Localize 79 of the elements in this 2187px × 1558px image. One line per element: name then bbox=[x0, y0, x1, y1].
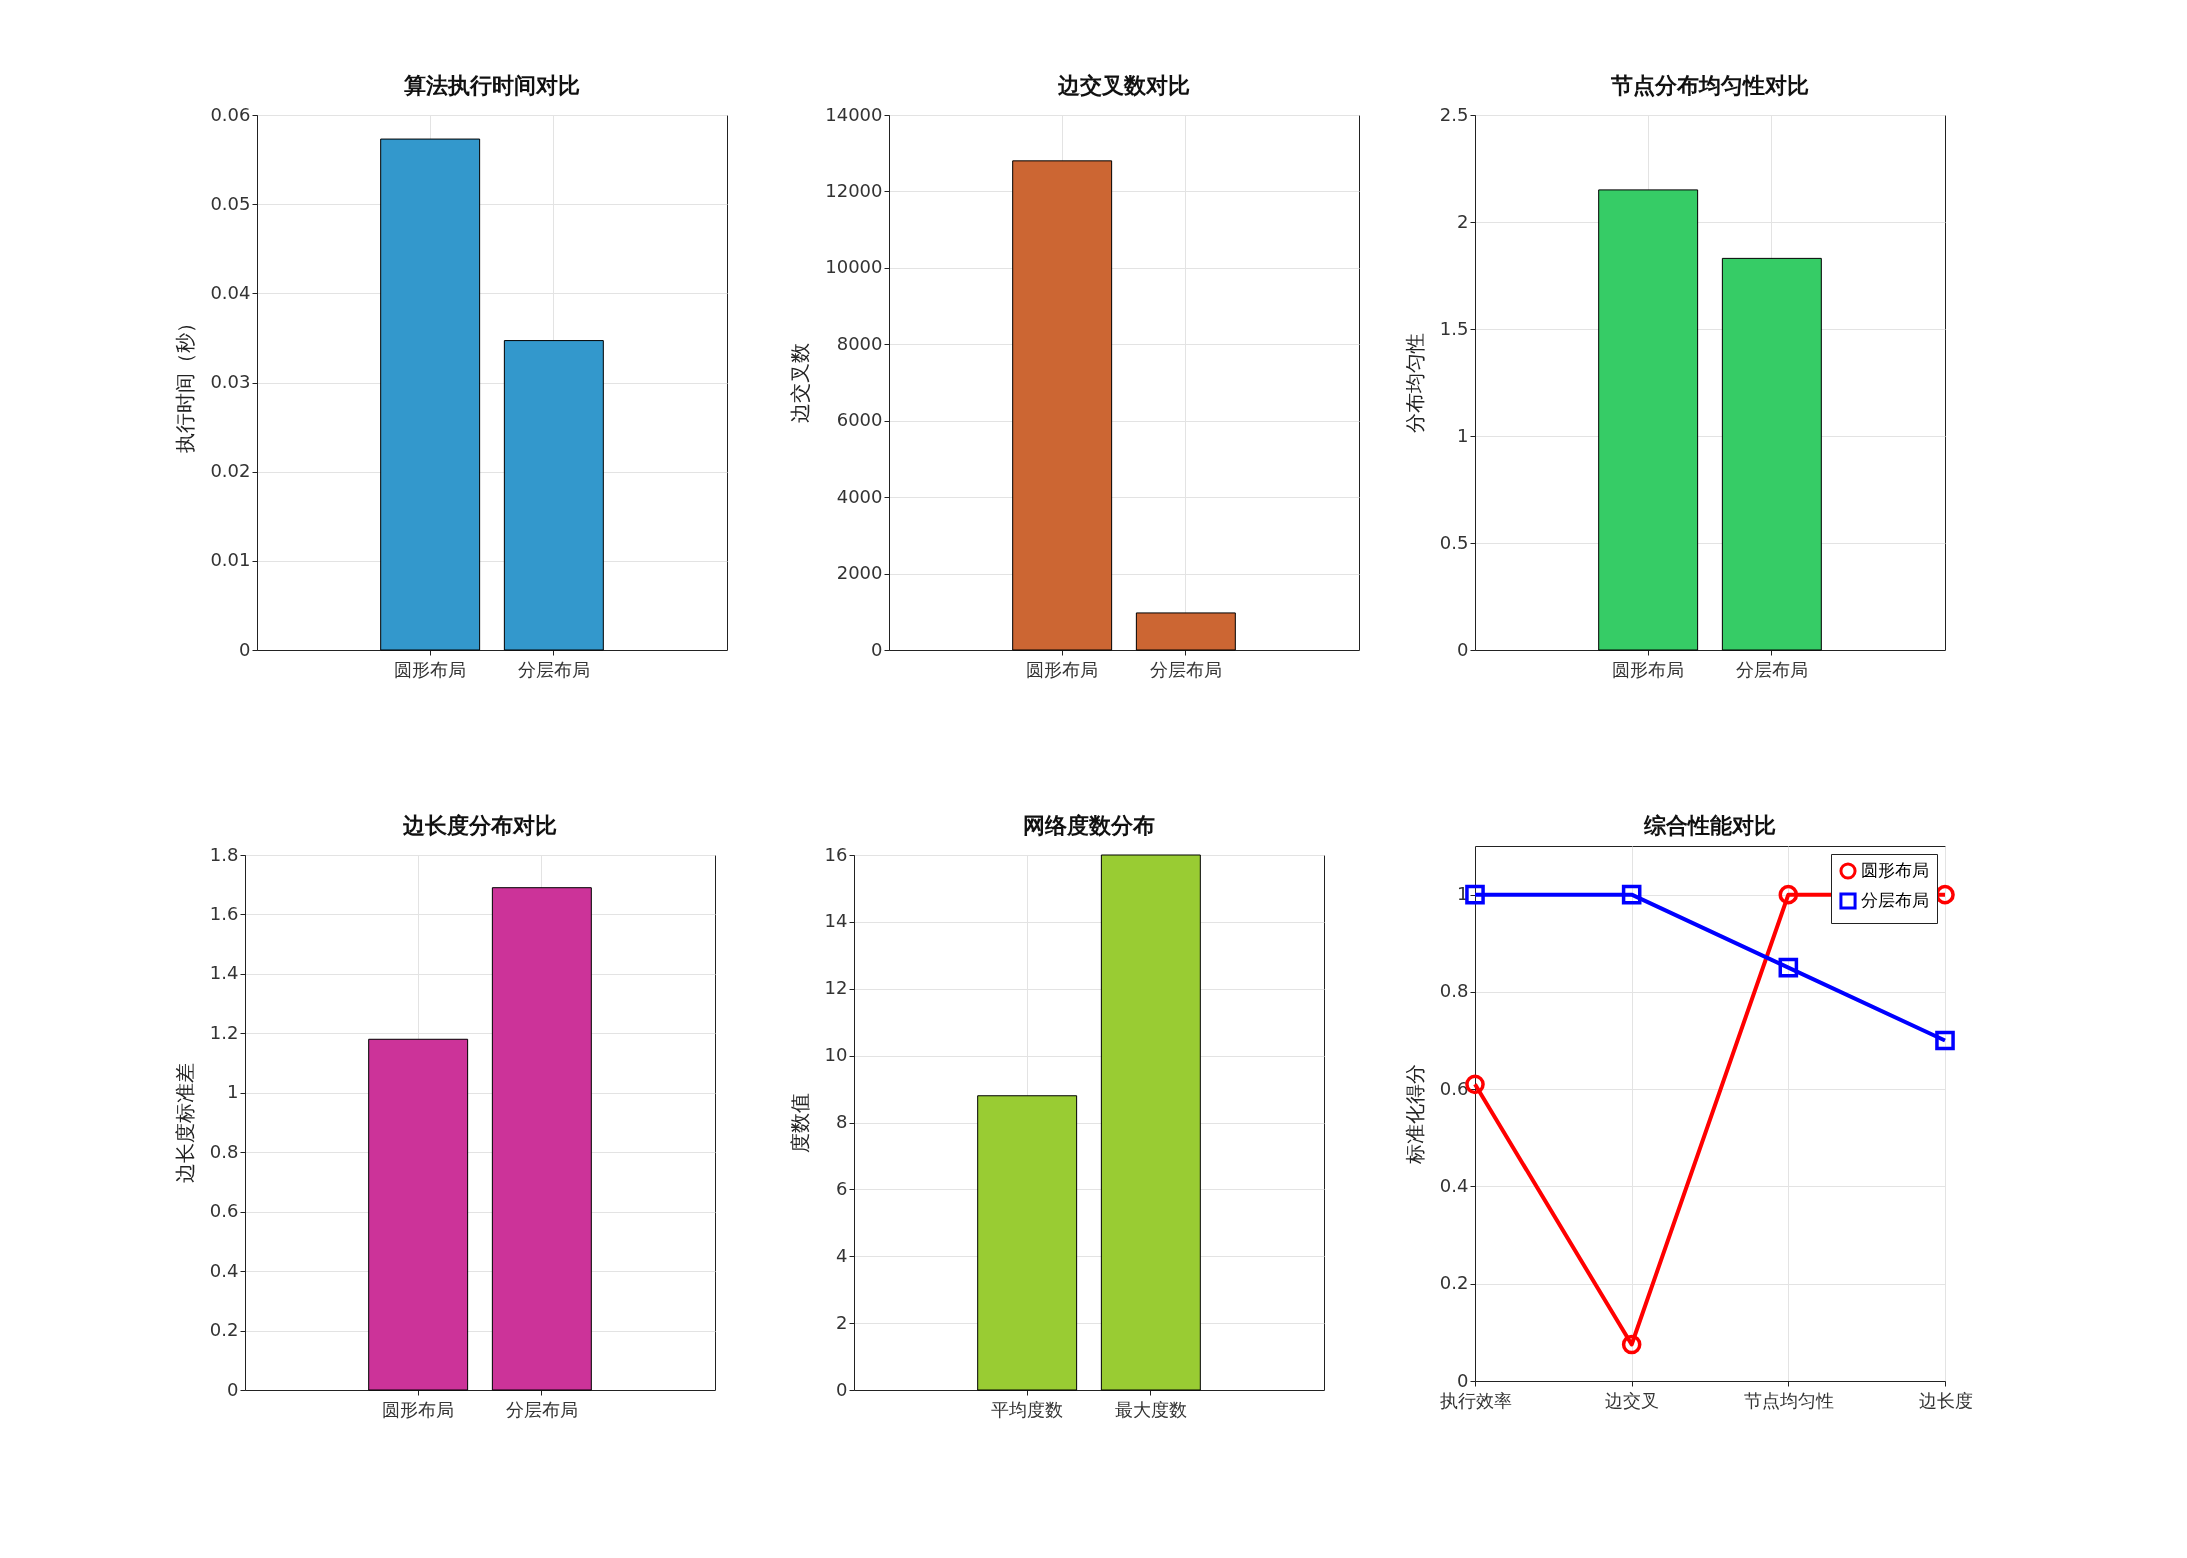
point bbox=[1778, 884, 1799, 905]
y-tick-label: 8000 bbox=[836, 332, 883, 354]
chart-title: 边长度分布对比 bbox=[402, 813, 557, 838]
y-tick-label: 2 bbox=[1457, 210, 1469, 232]
y-tick-label: 1 bbox=[1457, 424, 1469, 446]
y-tick-label: 8 bbox=[836, 1111, 848, 1132]
y-tick-label: 6 bbox=[836, 1177, 848, 1199]
y-tick-label: 1.2 bbox=[209, 1021, 239, 1043]
y-tick-label: 0 bbox=[227, 1378, 239, 1400]
y-tick-label: 0 bbox=[239, 638, 251, 660]
x-tick-label: 节点均匀性 bbox=[1743, 1389, 1834, 1411]
y-axis-title: 标准化得分 bbox=[1402, 1064, 1427, 1165]
y-tick-label: 4 bbox=[836, 1244, 848, 1266]
y-tick-label: 1.8 bbox=[209, 843, 239, 865]
x-tick-label: 平均度数 bbox=[991, 1398, 1064, 1420]
legend-label: 分层布局 bbox=[1861, 890, 1929, 910]
y-tick-label: 4000 bbox=[836, 485, 883, 507]
y-tick-label: 6000 bbox=[836, 409, 883, 431]
chart-title: 综合性能对比 bbox=[1643, 813, 1776, 838]
x-tick-label: 圆形布局 bbox=[394, 658, 467, 680]
chart-title: 算法执行时间对比 bbox=[403, 73, 580, 98]
y-tick-label: 10 bbox=[824, 1044, 848, 1066]
point bbox=[1621, 884, 1642, 905]
y-axis-title: 边长度标准差 bbox=[172, 1063, 197, 1183]
y-tick-label: 0.05 bbox=[210, 192, 251, 214]
y-tick-label: 0.04 bbox=[210, 281, 251, 303]
x-tick-label: 分层布局 bbox=[517, 658, 590, 680]
y-tick-label: 0 bbox=[836, 1378, 848, 1400]
y-tick-label: 0 bbox=[1457, 1369, 1469, 1391]
x-tick-label: 圆形布局 bbox=[1026, 658, 1099, 680]
x-tick-label: 边交叉 bbox=[1605, 1389, 1660, 1411]
y-tick-label: 14000 bbox=[825, 103, 883, 125]
point bbox=[1621, 1334, 1642, 1355]
chart-title: 边交叉数对比 bbox=[1057, 73, 1190, 98]
y-tick-label: 0.5 bbox=[1439, 531, 1469, 553]
y-tick-label: 2.5 bbox=[1439, 103, 1469, 125]
chart-title: 网络度数分布 bbox=[1023, 813, 1155, 838]
x-tick-label: 边长度 bbox=[1918, 1389, 1973, 1411]
point bbox=[1935, 1030, 1955, 1051]
y-tick-label: 12000 bbox=[825, 179, 883, 201]
y-tick-label: 0.4 bbox=[209, 1259, 239, 1281]
y-tick-label: 0.4 bbox=[1439, 1174, 1469, 1196]
legend-label: 圆形布局 bbox=[1861, 860, 1929, 880]
y-axis-title: 边交叉数 bbox=[788, 343, 813, 423]
x-tick-label: 分层布局 bbox=[1149, 658, 1222, 680]
point bbox=[1778, 957, 1799, 978]
chart-title: 节点分布均匀性对比 bbox=[1610, 73, 1809, 98]
y-tick-label: 0.06 bbox=[210, 103, 251, 125]
y-tick-label: 1.5 bbox=[1439, 317, 1469, 339]
x-tick-label: 执行效率 bbox=[1439, 1389, 1512, 1411]
y-axis-title: 执行时间（秒） bbox=[173, 313, 198, 453]
y-tick-label: 2 bbox=[836, 1311, 848, 1333]
y-tick-label: 0.01 bbox=[210, 549, 251, 571]
y-tick-label: 0.2 bbox=[209, 1319, 239, 1341]
x-tick-label: 最大度数 bbox=[1114, 1398, 1187, 1420]
y-tick-label: 14 bbox=[824, 910, 848, 932]
x-tick-label: 分层布局 bbox=[1735, 658, 1808, 680]
y-tick-label: 0 bbox=[1457, 638, 1469, 660]
y-tick-label: 1 bbox=[227, 1081, 239, 1103]
y-tick-label: 10000 bbox=[825, 256, 883, 278]
y-tick-label: 12 bbox=[824, 977, 848, 999]
y-tick-label: 2000 bbox=[836, 562, 883, 584]
y-tick-label: 0.6 bbox=[209, 1200, 239, 1222]
x-tick-label: 圆形布局 bbox=[382, 1398, 455, 1420]
x-tick-label: 圆形布局 bbox=[1612, 658, 1685, 680]
y-tick-label: 0.8 bbox=[1439, 980, 1469, 1002]
x-tick-label: 分层布局 bbox=[505, 1398, 578, 1420]
y-tick-label: 1.4 bbox=[209, 962, 239, 984]
y-tick-label: 0.02 bbox=[210, 460, 251, 482]
y-axis-title: 分布均匀性 bbox=[1402, 333, 1427, 433]
y-tick-label: 0 bbox=[871, 638, 883, 660]
y-tick-label: 0.2 bbox=[1439, 1272, 1469, 1294]
y-tick-label: 16 bbox=[824, 843, 848, 865]
y-tick-label: 1.6 bbox=[209, 902, 239, 924]
y-tick-label: 0.6 bbox=[1439, 1077, 1469, 1099]
point bbox=[1465, 884, 1485, 905]
y-axis-title: 度数值 bbox=[787, 1093, 812, 1153]
y-tick-label: 0.8 bbox=[209, 1140, 239, 1162]
y-tick-label: 0.03 bbox=[210, 371, 251, 392]
